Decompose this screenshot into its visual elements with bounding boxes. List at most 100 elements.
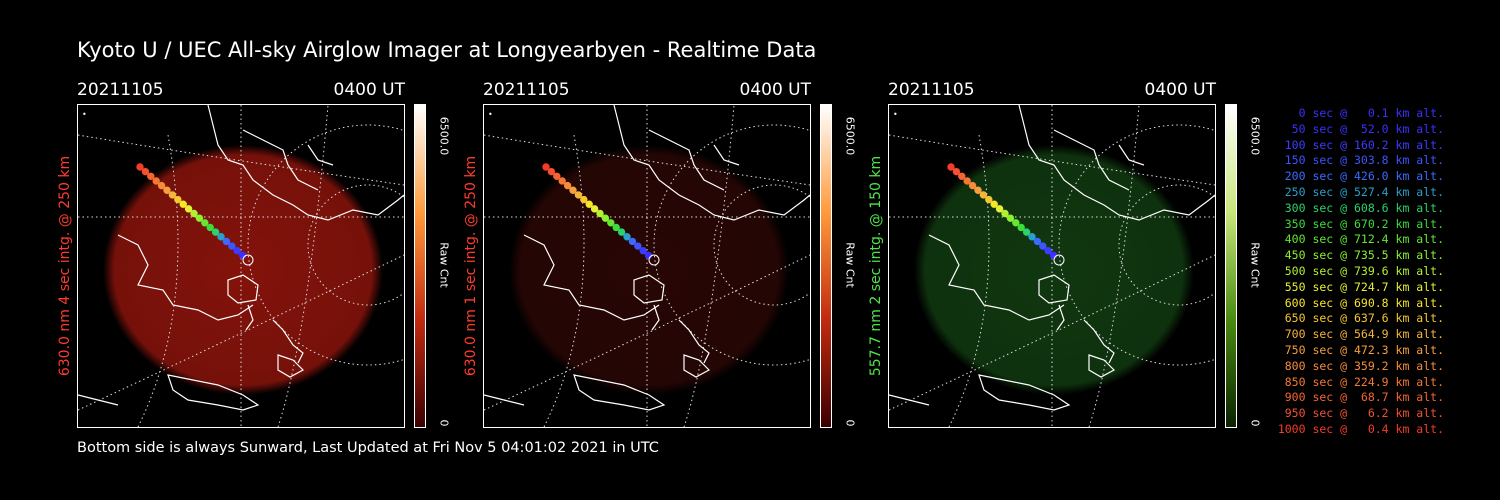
legend-row: 300 sec @ 608.6 km alt. bbox=[1284, 200, 1444, 215]
trajectory-point bbox=[206, 223, 214, 232]
airglow-region bbox=[103, 145, 383, 395]
legend-row: 50 sec @ 52.0 km alt. bbox=[1291, 121, 1444, 136]
colorbar bbox=[414, 104, 426, 428]
trajectory-point bbox=[563, 181, 572, 190]
airglow-panel-1: 20211105 0400 UT 630.0 nm 4 sec intg. @ … bbox=[57, 80, 517, 440]
allsky-map: • bbox=[77, 104, 405, 428]
compass-marker: • bbox=[82, 110, 87, 119]
trajectory-point bbox=[1017, 223, 1025, 232]
trajectory-point bbox=[147, 172, 155, 181]
legend-row: 200 sec @ 426.0 km alt. bbox=[1284, 169, 1444, 184]
trajectory-point bbox=[1033, 237, 1042, 246]
legend-row: 550 sec @ 724.7 km alt. bbox=[1284, 279, 1444, 294]
trajectory-point bbox=[1006, 214, 1015, 222]
trajectory-point bbox=[574, 191, 583, 199]
legend-row: 250 sec @ 527.4 km alt. bbox=[1284, 184, 1444, 199]
colorbar-min-label: 0 bbox=[437, 419, 451, 427]
panel-wavelength-label: 630.0 nm 4 sec intg. @ 250 km bbox=[57, 155, 73, 377]
trajectory-point bbox=[163, 186, 171, 194]
legend-row: 100 sec @ 160.2 km alt. bbox=[1284, 137, 1444, 152]
airglow-region bbox=[914, 145, 1194, 395]
trajectory-point bbox=[190, 209, 198, 218]
colorbar-max-label: 6500.0 bbox=[437, 116, 451, 156]
trajectory-point bbox=[141, 167, 150, 176]
trajectory-point bbox=[558, 177, 566, 185]
trajectory-point bbox=[1053, 254, 1065, 266]
legend-row: 600 sec @ 690.8 km alt. bbox=[1284, 295, 1444, 310]
trajectory-point bbox=[634, 242, 642, 250]
trajectory-point bbox=[607, 219, 615, 227]
trajectory-point bbox=[963, 177, 971, 185]
colorbar bbox=[1225, 104, 1237, 428]
allsky-map: • bbox=[888, 104, 1216, 428]
legend-row: 900 sec @ 68.7 km alt. bbox=[1284, 390, 1444, 405]
panel-wavelength-label: 630.0 nm 1 sec intg. @ 250 km bbox=[463, 155, 479, 377]
trajectory-point bbox=[228, 242, 236, 250]
legend-row: 850 sec @ 224.9 km alt. bbox=[1284, 374, 1444, 389]
trajectory-point bbox=[1049, 251, 1058, 260]
trajectory-point bbox=[995, 205, 1004, 213]
trajectory-point bbox=[947, 163, 955, 171]
colorbar-unit-label: Raw Cnt bbox=[843, 242, 857, 288]
panel-time: 0400 UT bbox=[1144, 80, 1217, 100]
trajectory-point bbox=[157, 181, 166, 190]
colorbar-unit-label: Raw Cnt bbox=[1248, 242, 1262, 288]
trajectory-point bbox=[1044, 247, 1052, 255]
panel-date: 20211105 bbox=[483, 80, 570, 100]
legend-row: 650 sec @ 637.6 km alt. bbox=[1284, 311, 1444, 326]
trajectory-point bbox=[1012, 219, 1020, 227]
trajectory-point bbox=[547, 167, 556, 176]
trajectory-point bbox=[222, 237, 231, 246]
trajectory-point bbox=[628, 237, 637, 246]
panel-wavelength-label: 557.7 nm 2 sec intg. @ 150 km bbox=[868, 155, 884, 377]
trajectory-point bbox=[152, 177, 160, 185]
trajectory-point bbox=[179, 200, 187, 208]
colorbar-max-label: 6500.0 bbox=[843, 116, 857, 156]
panel-date: 20211105 bbox=[77, 80, 164, 100]
legend-row: 400 sec @ 712.4 km alt. bbox=[1284, 232, 1444, 247]
trajectory-point bbox=[617, 228, 626, 236]
trajectory-point bbox=[1022, 228, 1031, 236]
colorbar-max-label: 6500.0 bbox=[1248, 116, 1262, 156]
trajectory-legend: 0 sec @ 0.1 km alt. 50 sec @ 52.0 km alt.… bbox=[1264, 106, 1444, 438]
trajectory-point bbox=[648, 254, 660, 266]
footer-note: Bottom side is always Sunward, Last Upda… bbox=[77, 440, 659, 456]
colorbar-min-label: 0 bbox=[843, 419, 857, 427]
trajectory-point bbox=[580, 195, 588, 204]
trajectory-point bbox=[968, 181, 977, 190]
trajectory-point bbox=[195, 214, 204, 222]
airglow-panel-3: 20211105 0400 UT 557.7 nm 2 sec intg. @ … bbox=[868, 80, 1328, 440]
legend-row: 800 sec @ 359.2 km alt. bbox=[1284, 358, 1444, 373]
legend-row: 1000 sec @ 0.4 km alt. bbox=[1277, 421, 1444, 436]
trajectory-point bbox=[553, 172, 561, 181]
legend-row: 950 sec @ 6.2 km alt. bbox=[1284, 406, 1444, 421]
trajectory-point bbox=[201, 219, 209, 227]
colorbar-unit-label: Raw Cnt bbox=[437, 242, 451, 288]
trajectory-point bbox=[958, 172, 966, 181]
trajectory-point bbox=[644, 251, 653, 260]
trajectory-point bbox=[136, 163, 144, 171]
trajectory-point bbox=[952, 167, 961, 176]
trajectory-point bbox=[623, 233, 631, 241]
panel-time: 0400 UT bbox=[739, 80, 812, 100]
legend-row: 450 sec @ 735.5 km alt. bbox=[1284, 248, 1444, 263]
trajectory-point bbox=[238, 251, 247, 260]
trajectory-point bbox=[590, 205, 599, 213]
trajectory-point bbox=[1001, 209, 1009, 218]
compass-marker: • bbox=[893, 110, 898, 119]
trajectory-point bbox=[242, 254, 254, 266]
legend-row: 150 sec @ 303.8 km alt. bbox=[1284, 153, 1444, 168]
compass-marker: • bbox=[488, 110, 493, 119]
trajectory-point bbox=[585, 200, 593, 208]
trajectory-point bbox=[985, 195, 993, 204]
airglow-panel-2: 20211105 0400 UT 630.0 nm 1 sec intg. @ … bbox=[463, 80, 923, 440]
trajectory-point bbox=[974, 186, 982, 194]
trajectory-point bbox=[184, 205, 193, 213]
trajectory-point bbox=[211, 228, 220, 236]
trajectory-point bbox=[1039, 242, 1047, 250]
colorbar bbox=[820, 104, 832, 428]
trajectory-point bbox=[1028, 233, 1036, 241]
trajectory-point bbox=[990, 200, 998, 208]
legend-row: 0 sec @ 0.1 km alt. bbox=[1298, 106, 1444, 120]
legend-row: 700 sec @ 564.9 km alt. bbox=[1284, 327, 1444, 342]
